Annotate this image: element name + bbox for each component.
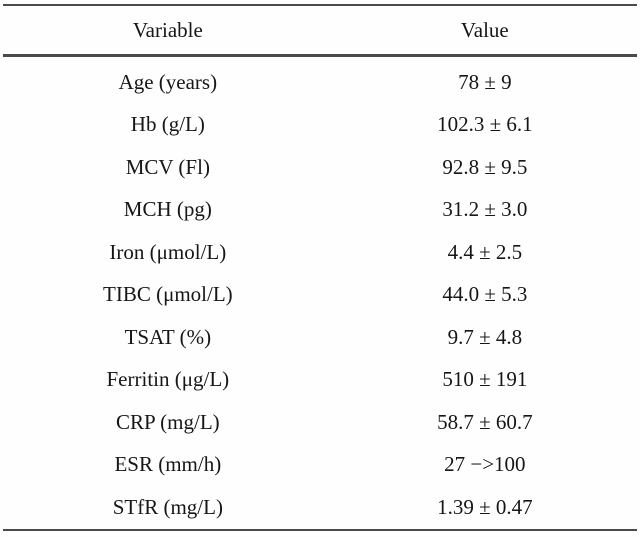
value-cell: 44.0 ± 5.3 [442,282,528,307]
table-row-iron: Iron (μmol/L) 4.4 ± 2.5 [3,231,637,274]
table-rule-header-divider [3,54,637,57]
value-cell: 102.3 ± 6.1 [437,112,533,137]
value-cell: 27 −>100 [444,452,526,477]
table-rule-bottom [3,528,637,531]
table-row-esr: ESR (mm/h) 27 −>100 [3,444,637,487]
variable-cell: Hb (g/L) [130,112,205,137]
variable-cell: MCH (pg) [123,197,212,222]
variable-cell: TIBC (μmol/L) [103,282,233,307]
table-body: Age (years) 78 ± 9 Hb (g/L) 102.3 ± 6.1 … [3,57,637,529]
table-row-ferritin: Ferritin (μg/L) 510 ± 191 [3,359,637,402]
variable-cell: TSAT (%) [124,324,212,349]
col-header-variable: Variable [132,17,203,42]
table-row-tsat: TSAT (%) 9.7 ± 4.8 [3,316,637,359]
table-row-mch: MCH (pg) 31.2 ± 3.0 [3,189,637,232]
variable-cell: Age (years) [118,69,218,94]
value-cell: 78 ± 9 [458,69,512,94]
value-cell: 1.39 ± 0.47 [437,494,533,519]
value-cell: 31.2 ± 3.0 [442,197,528,222]
variable-cell: CRP (mg/L) [116,409,220,434]
value-cell: 92.8 ± 9.5 [442,154,528,179]
variable-cell: STfR (mg/L) [112,494,223,519]
variable-cell: Ferritin (μg/L) [106,367,230,392]
table-row-tibc: TIBC (μmol/L) 44.0 ± 5.3 [3,274,637,317]
table-row-hb: Hb (g/L) 102.3 ± 6.1 [3,104,637,147]
table-row-mcv: MCV (Fl) 92.8 ± 9.5 [3,146,637,189]
value-cell: 510 ± 191 [442,367,528,392]
table-row-age: Age (years) 78 ± 9 [3,61,637,104]
table-header-row: Variable Value [3,6,637,54]
col-header-value: Value [460,17,509,42]
variable-cell: ESR (mm/h) [114,452,222,477]
value-cell: 58.7 ± 60.7 [437,409,533,434]
value-cell: 4.4 ± 2.5 [447,239,523,264]
value-cell: 9.7 ± 4.8 [447,324,523,349]
table-rule-top [3,4,637,6]
table-row-stfr: STfR (mg/L) 1.39 ± 0.47 [3,486,637,529]
variable-cell: Iron (μmol/L) [109,239,227,264]
variable-cell: MCV (Fl) [125,154,210,179]
table-row-crp: CRP (mg/L) 58.7 ± 60.7 [3,401,637,444]
